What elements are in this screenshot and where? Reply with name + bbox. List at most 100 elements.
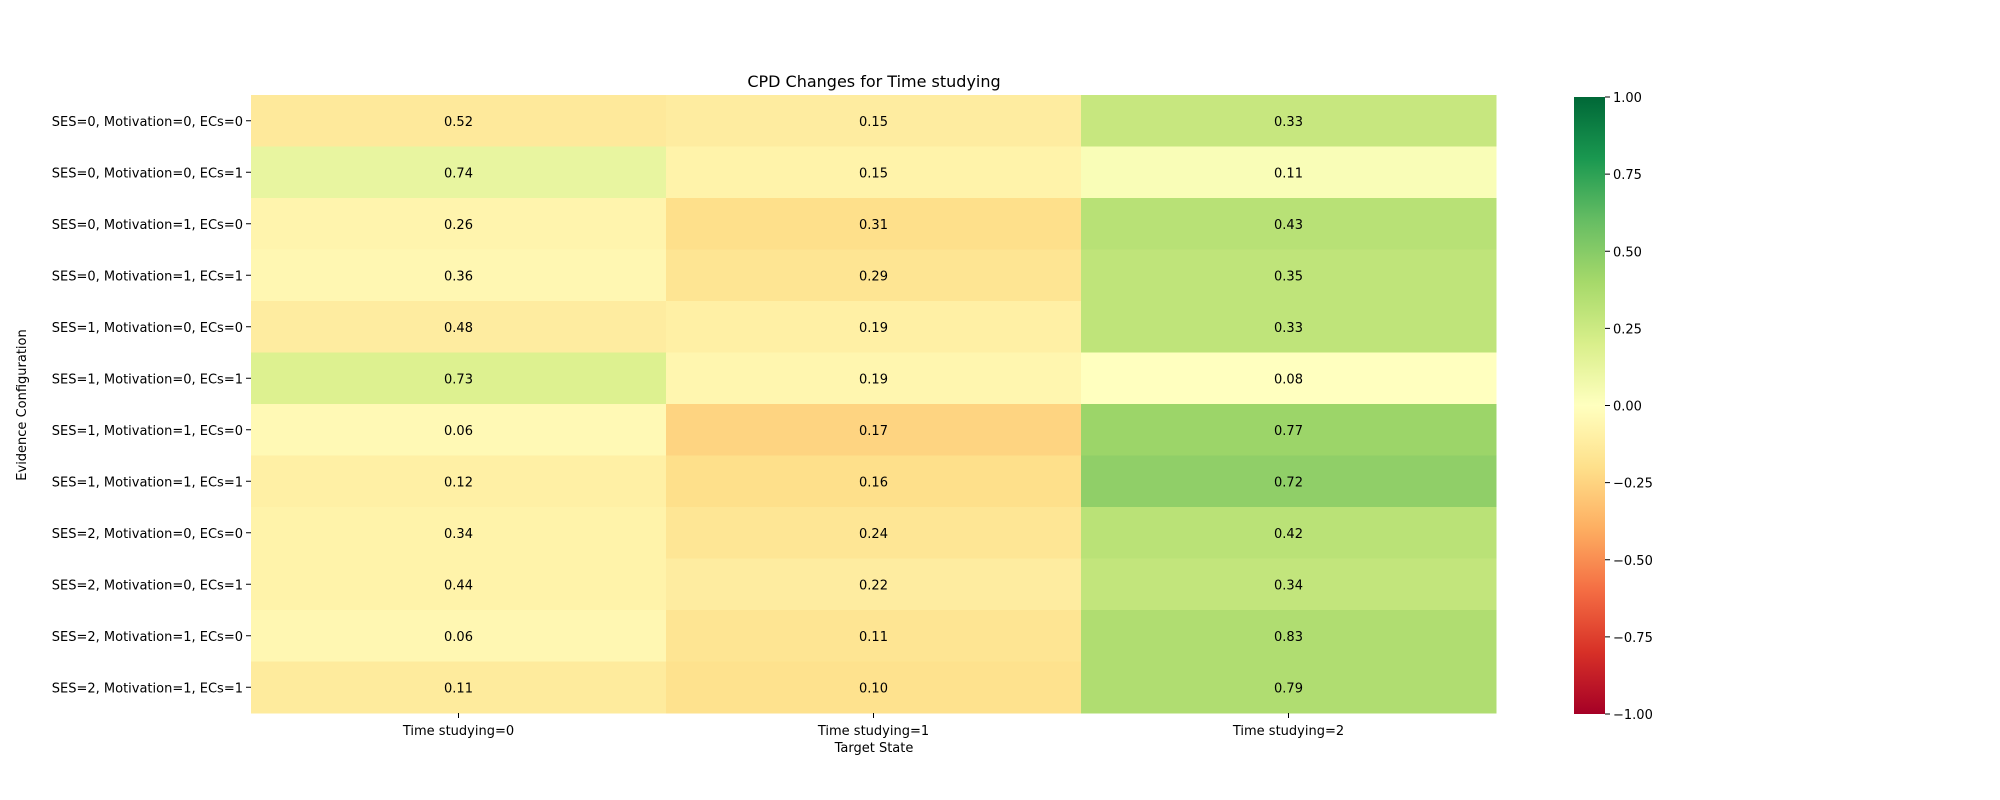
cell-value-label: 0.29 (859, 269, 888, 284)
cell-value-label: 0.31 (859, 218, 888, 233)
y-axis-label: Evidence Configuration (15, 329, 30, 480)
row-tick-label: SES=0, Motivation=1, ECs=1 (52, 269, 243, 284)
colorbar-tick-label: 0.25 (1613, 322, 1642, 337)
row-tick-labels: SES=0, Motivation=0, ECs=0 SES=0, Motivat… (52, 115, 251, 696)
cell-value-label: 0.79 (1274, 681, 1303, 696)
column-tick-label: Time studying=1 (817, 724, 929, 739)
cell-value-label: 0.74 (444, 166, 473, 181)
heatmap-cell (666, 95, 1082, 147)
cell-value-label: 0.73 (444, 372, 473, 387)
chart-title: CPD Changes for Time studying (747, 72, 1000, 91)
cell-value-label: 0.26 (444, 218, 473, 233)
heatmap-cell (1081, 198, 1497, 250)
heatmap-cell (666, 507, 1082, 559)
heatmap-cell (251, 301, 667, 353)
row-tick-label: SES=1, Motivation=0, ECs=0 (52, 321, 243, 336)
column-tick-label: Time studying=0 (402, 724, 514, 739)
heatmap-cell (666, 249, 1082, 302)
heatmap-cell (1081, 455, 1497, 508)
colorbar (1574, 97, 1605, 714)
heatmap-cell (1081, 95, 1497, 147)
colorbar-tick-label: 0.75 (1613, 168, 1642, 183)
colorbar-tick-label: −0.75 (1613, 631, 1653, 646)
heatmap-cell (251, 198, 667, 250)
row-tick-label: SES=2, Motivation=0, ECs=1 (52, 578, 243, 593)
row-tick-label: SES=0, Motivation=1, ECs=0 (52, 218, 243, 233)
heatmap-cell (251, 558, 667, 611)
cell-value-label: 0.33 (1274, 115, 1303, 130)
cell-value-label: 0.34 (444, 527, 473, 542)
heatmap-cell (1081, 146, 1497, 199)
cell-value-label: 0.77 (1274, 424, 1303, 439)
heatmap-cell (251, 610, 667, 662)
row-tick-label: SES=2, Motivation=0, ECs=0 (52, 527, 243, 542)
cell-value-label: 0.06 (444, 424, 473, 439)
cell-value-label: 0.11 (444, 681, 473, 696)
heatmap-cell (666, 558, 1082, 611)
heatmap-cell (1081, 301, 1497, 353)
cell-value-label: 0.16 (859, 475, 888, 490)
heatmap-cell (1081, 249, 1497, 302)
colorbar-tick-label: 0.00 (1613, 400, 1642, 415)
cell-value-label: 0.72 (1274, 475, 1303, 490)
heatmap-cell (666, 610, 1082, 662)
row-tick-label: SES=1, Motivation=1, ECs=0 (52, 424, 243, 439)
heatmap-cell (1081, 352, 1497, 405)
cell-value-label: 0.19 (859, 372, 888, 387)
cell-value-label: 0.44 (444, 578, 473, 593)
cell-value-label: 0.52 (444, 115, 473, 130)
heatmap-cell (666, 661, 1082, 714)
cell-value-label: 0.12 (444, 475, 473, 490)
cell-value-label: 0.11 (859, 630, 888, 645)
colorbar-tick-label: −0.50 (1613, 554, 1653, 569)
heatmap-cell (666, 455, 1082, 508)
heatmap-cell (666, 146, 1082, 199)
cell-value-label: 0.06 (444, 630, 473, 645)
heatmap-cell (251, 455, 667, 508)
heatmap-cells: 0.52 0.15 0.33 0.74 0.15 0.11 0.26 0.31 0.43 0.36… (251, 95, 1497, 714)
cell-value-label: 0.15 (859, 166, 888, 181)
cell-value-label: 0.42 (1274, 527, 1303, 542)
heatmap-cell (1081, 558, 1497, 611)
column-tick-labels: Time studying=0 Time studying=1 Time study… (402, 713, 1344, 739)
cell-value-label: 0.19 (859, 321, 888, 336)
cell-value-label: 0.36 (444, 269, 473, 284)
heatmap-cell (666, 352, 1082, 405)
cell-value-label: 0.83 (1274, 630, 1303, 645)
cell-value-label: 0.35 (1274, 269, 1303, 284)
colorbar-tick-label: −0.25 (1613, 477, 1653, 492)
cell-value-label: 0.22 (859, 578, 888, 593)
heatmap-cell (251, 249, 667, 302)
heatmap-cell (666, 301, 1082, 353)
colorbar-tick-label: 0.50 (1613, 245, 1642, 260)
heatmap-cell (251, 404, 667, 456)
cell-value-label: 0.11 (1274, 166, 1303, 181)
x-axis-label: Target State (834, 741, 914, 756)
row-tick-label: SES=1, Motivation=0, ECs=1 (52, 372, 243, 387)
heatmap-cell (1081, 610, 1497, 662)
cell-value-label: 0.10 (859, 681, 888, 696)
cell-value-label: 0.48 (444, 321, 473, 336)
row-tick-label: SES=2, Motivation=1, ECs=1 (52, 681, 243, 696)
heatmap-cell (251, 507, 667, 559)
cell-value-label: 0.15 (859, 115, 888, 130)
colorbar-ticks: 1.00 0.75 0.50 0.25 0.00 −0.25 −0.50 −0.75 −1.00 (1605, 91, 1653, 723)
row-tick-label: SES=2, Motivation=1, ECs=0 (52, 630, 243, 645)
cell-value-label: 0.33 (1274, 321, 1303, 336)
heatmap-cell (1081, 507, 1497, 559)
heatmap-cell (251, 352, 667, 405)
heatmap-cell (1081, 404, 1497, 456)
cell-value-label: 0.43 (1274, 218, 1303, 233)
row-tick-label: SES=0, Motivation=0, ECs=1 (52, 166, 243, 181)
column-tick-label: Time studying=2 (1232, 724, 1344, 739)
colorbar-tick-label: −1.00 (1613, 708, 1653, 723)
heatmap-cell (251, 146, 667, 199)
cell-value-label: 0.34 (1274, 578, 1303, 593)
cell-value-label: 0.24 (859, 527, 888, 542)
colorbar-tick-label: 1.00 (1613, 91, 1642, 106)
heatmap-cell (666, 198, 1082, 250)
heatmap-cell (1081, 661, 1497, 714)
heatmap-cell (251, 95, 667, 147)
heatmap-cell (251, 661, 667, 714)
